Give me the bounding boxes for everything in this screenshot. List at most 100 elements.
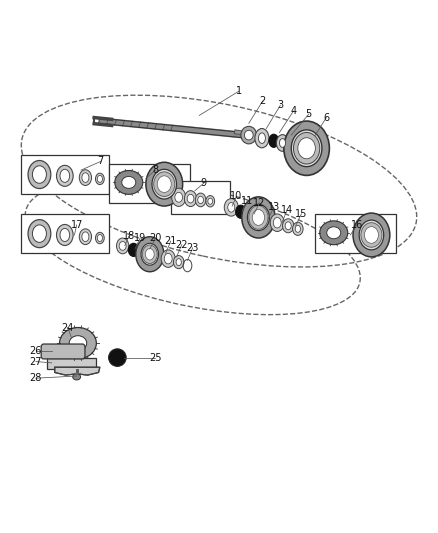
Ellipse shape [206,196,215,207]
Ellipse shape [353,213,390,257]
Text: 3: 3 [277,100,283,110]
Ellipse shape [247,204,269,231]
Ellipse shape [69,336,87,351]
Ellipse shape [244,130,253,140]
Text: 15: 15 [295,209,307,219]
Ellipse shape [293,133,320,164]
Text: 27: 27 [30,357,42,367]
Ellipse shape [117,238,129,254]
Ellipse shape [284,121,329,175]
Ellipse shape [28,160,51,189]
Text: 2: 2 [260,96,266,106]
Ellipse shape [359,220,384,250]
Ellipse shape [249,206,268,229]
Text: 21: 21 [165,236,177,246]
Ellipse shape [161,250,175,268]
Text: 22: 22 [176,240,188,249]
Ellipse shape [119,241,126,251]
Ellipse shape [198,196,204,204]
Bar [109,164,190,203]
Text: 4: 4 [290,106,297,116]
Text: 12: 12 [253,198,265,208]
Ellipse shape [320,221,348,245]
Ellipse shape [145,248,154,260]
Text: 17: 17 [71,220,83,230]
Ellipse shape [285,222,291,230]
Ellipse shape [258,133,265,143]
Ellipse shape [172,188,186,206]
Ellipse shape [97,235,102,241]
Ellipse shape [298,138,315,159]
Ellipse shape [228,203,235,212]
Text: 16: 16 [351,220,363,230]
Ellipse shape [276,135,289,151]
Ellipse shape [82,173,89,182]
Ellipse shape [146,162,183,206]
Ellipse shape [28,220,51,248]
Ellipse shape [32,166,46,183]
Text: 23: 23 [187,243,199,253]
Bar [21,155,109,194]
Ellipse shape [115,171,143,195]
Ellipse shape [241,126,257,144]
Ellipse shape [57,165,73,187]
Ellipse shape [60,169,70,182]
Ellipse shape [236,205,246,219]
Ellipse shape [255,128,269,148]
Ellipse shape [32,225,46,243]
Ellipse shape [187,195,194,203]
Ellipse shape [97,175,102,182]
Ellipse shape [184,191,197,207]
Ellipse shape [252,209,265,225]
FancyBboxPatch shape [41,344,85,359]
Ellipse shape [141,243,159,265]
Ellipse shape [164,253,172,264]
Ellipse shape [364,227,378,243]
Bar [21,214,109,253]
Ellipse shape [208,198,212,204]
Ellipse shape [82,232,89,241]
Ellipse shape [157,176,171,192]
Ellipse shape [293,222,303,236]
Text: 5: 5 [306,109,312,119]
Ellipse shape [142,245,157,263]
Ellipse shape [128,243,139,256]
Text: 26: 26 [30,345,42,356]
Text: 28: 28 [30,373,42,383]
Text: 19: 19 [134,233,146,243]
Ellipse shape [273,217,281,228]
Ellipse shape [224,199,238,216]
Ellipse shape [79,229,92,245]
Ellipse shape [136,237,164,272]
Ellipse shape [283,219,294,233]
Ellipse shape [327,227,341,239]
Ellipse shape [79,169,92,185]
Ellipse shape [291,130,322,167]
Text: 11: 11 [241,196,254,206]
Ellipse shape [295,225,300,232]
Ellipse shape [154,172,175,197]
Ellipse shape [176,259,181,265]
Ellipse shape [195,193,206,207]
Ellipse shape [279,139,286,147]
Text: 14: 14 [281,205,293,215]
Ellipse shape [95,232,104,244]
Text: 20: 20 [149,233,162,243]
Ellipse shape [95,173,104,184]
Text: 6: 6 [323,112,329,123]
Ellipse shape [152,169,177,199]
Ellipse shape [73,374,81,380]
Polygon shape [47,359,96,369]
Text: 9: 9 [201,178,207,188]
Ellipse shape [60,327,96,359]
Text: 10: 10 [230,191,243,201]
Text: 25: 25 [149,353,162,362]
Text: 7: 7 [98,156,104,166]
Text: 24: 24 [62,323,74,333]
Ellipse shape [242,197,275,238]
Ellipse shape [270,214,284,231]
Ellipse shape [269,134,279,147]
Ellipse shape [60,229,70,241]
Text: 13: 13 [268,203,280,212]
Bar [315,214,396,253]
